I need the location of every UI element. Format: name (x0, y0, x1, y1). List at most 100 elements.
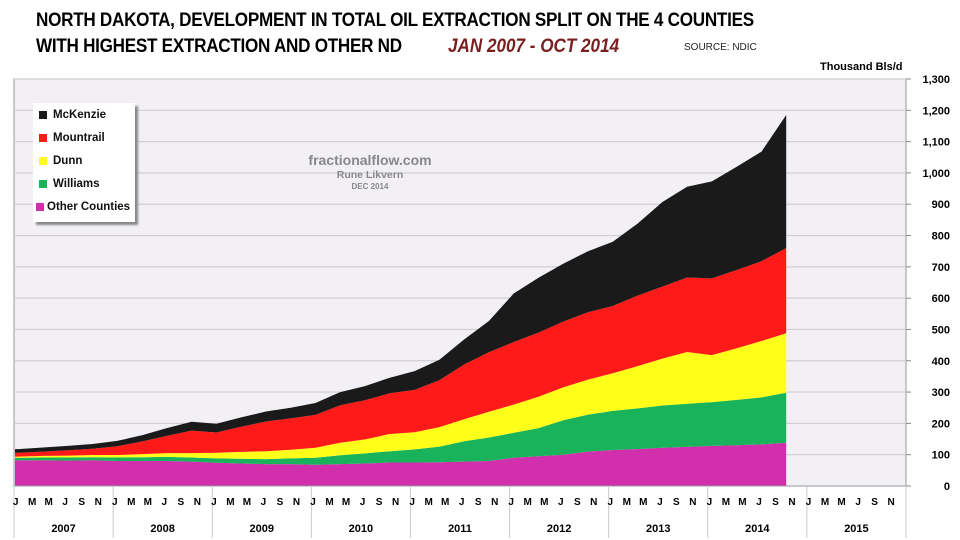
x-year-label: 2014 (745, 523, 770, 535)
legend-item-mckenzie: McKenzie (39, 109, 106, 121)
x-month-label: S (475, 497, 482, 508)
x-month-label: N (888, 497, 895, 508)
x-month-label: S (772, 497, 779, 508)
legend-item-dunn: Dunn (39, 155, 82, 167)
x-month-label: M (540, 497, 548, 508)
y-tick-label: 1,000 (922, 168, 950, 180)
x-month-label: J (608, 497, 614, 508)
y-tick-label: 100 (932, 450, 950, 462)
x-year-label: 2008 (150, 523, 174, 535)
legend-item-mountrail: Mountrail (39, 132, 105, 144)
x-year-label: 2013 (646, 523, 670, 535)
area-other-counties (15, 442, 787, 486)
legend-item-williams: Williams (39, 178, 100, 190)
legend-label: Other Counties (47, 201, 131, 213)
x-year-label: 2007 (51, 523, 75, 535)
x-month-label: M (441, 497, 449, 508)
y-tick-label: 200 (932, 418, 950, 430)
x-month-label: M (639, 497, 647, 508)
y-tick-label: 0 (944, 481, 950, 493)
legend-swatch (39, 157, 47, 165)
x-month-label: J (112, 497, 118, 508)
y-tick-label: 600 (932, 293, 950, 305)
y-axis-label: Thousand Bls/d (820, 61, 903, 73)
x-month-label: S (277, 497, 284, 508)
legend: McKenzie Mountrail Dunn Williams Other C… (33, 103, 135, 222)
y-tick-label: 500 (932, 324, 950, 336)
x-month-label: J (261, 497, 267, 508)
x-month-label: M (821, 497, 829, 508)
x-month-label: M (144, 497, 152, 508)
x-month-label: N (95, 497, 102, 508)
x-year-label: 2011 (448, 523, 472, 535)
x-month-label: M (45, 497, 53, 508)
legend-swatch (39, 180, 47, 188)
x-month-label: J (162, 497, 168, 508)
legend-swatch (39, 111, 47, 119)
x-month-label: N (590, 497, 597, 508)
x-month-label: J (508, 497, 514, 508)
watermark-author: Rune Likvern (336, 169, 404, 181)
legend-swatch (36, 203, 44, 211)
x-month-label: J (657, 497, 663, 508)
chart-source: SOURCE: NDIC (684, 42, 757, 53)
x-month-label: M (243, 497, 251, 508)
area-williams (15, 392, 787, 465)
x-year-label: 2015 (844, 523, 868, 535)
x-month-label: M (738, 497, 746, 508)
x-month-label: J (360, 497, 366, 508)
x-month-label: N (491, 497, 498, 508)
x-month-label: S (178, 497, 185, 508)
x-month-label: M (342, 497, 350, 508)
y-tick-label: 400 (932, 356, 950, 368)
x-month-label: S (574, 497, 581, 508)
legend-item-other-counties: Other Counties (36, 201, 130, 213)
x-month-label: J (211, 497, 217, 508)
watermark: fractionalflow.com Rune Likvern DEC 2014 (280, 152, 460, 191)
x-month-label: J (707, 497, 713, 508)
x-month-label: S (673, 497, 680, 508)
x-month-label: M (424, 497, 432, 508)
x-month-label: J (806, 497, 812, 508)
x-month-label: J (409, 497, 415, 508)
chart-period: JAN 2007 - OCT 2014 (448, 36, 620, 57)
y-tick-label: 300 (932, 387, 950, 399)
x-month-label: M (623, 497, 631, 508)
watermark-date: DEC 2014 (351, 182, 389, 191)
y-tick-label: 1,300 (922, 74, 950, 86)
x-month-label: N (392, 497, 399, 508)
x-month-label: N (788, 497, 795, 508)
x-month-label: J (558, 497, 564, 508)
x-month-label: M (524, 497, 532, 508)
x-year-label: 2012 (547, 523, 571, 535)
y-tick-label: 800 (932, 231, 950, 243)
x-month-label: M (722, 497, 730, 508)
x-month-label: J (756, 497, 762, 508)
x-month-label: N (194, 497, 201, 508)
x-year-label: 2009 (250, 523, 274, 535)
legend-label: McKenzie (53, 109, 107, 121)
x-month-label: J (13, 497, 19, 508)
x-month-label: S (78, 497, 85, 508)
x-month-label: S (871, 497, 878, 508)
x-month-label: S (376, 497, 383, 508)
x-month-label: N (689, 497, 696, 508)
x-month-label: J (310, 497, 316, 508)
y-tick-label: 900 (932, 199, 950, 211)
x-month-label: M (325, 497, 333, 508)
x-month-label: J (62, 497, 68, 508)
chart-title-line1: NORTH DAKOTA, DEVELOPMENT IN TOTAL OIL E… (36, 10, 754, 31)
x-month-label: J (459, 497, 465, 508)
legend-label: Williams (53, 178, 100, 190)
y-tick-label: 1,100 (922, 137, 950, 149)
x-month-label: M (28, 497, 36, 508)
chart-title-line2: WITH HIGHEST EXTRACTION AND OTHER ND (36, 36, 402, 57)
y-tick-label: 1,200 (922, 105, 950, 117)
x-month-label: M (226, 497, 234, 508)
area-mountrail (15, 248, 787, 457)
watermark-site: fractionalflow.com (308, 152, 432, 168)
legend-swatch (39, 134, 47, 142)
x-month-label: J (855, 497, 861, 508)
